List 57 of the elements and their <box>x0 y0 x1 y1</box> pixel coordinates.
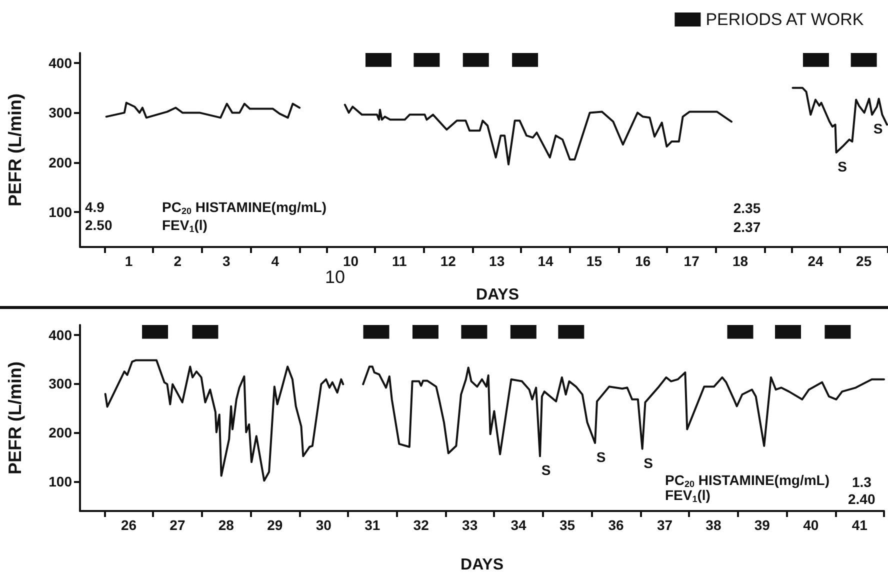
x-tick-label: 15 <box>586 253 602 269</box>
x-tick-label: 34 <box>510 517 527 533</box>
line-series <box>105 102 301 119</box>
x-tick-label: 41 <box>852 517 868 533</box>
x-tick-label: 12 <box>440 253 456 269</box>
annotation: 1.3 <box>852 474 872 490</box>
annotation: 2.35 <box>733 200 761 216</box>
x-tick-label: 11 <box>392 253 408 269</box>
y-tick-label: 100 <box>48 474 72 490</box>
x-tick-label: 17 <box>684 253 700 269</box>
y-tick-label: 400 <box>48 54 72 71</box>
x-tick-label: 30 <box>316 517 332 533</box>
y-tick-label: 300 <box>48 376 72 392</box>
y-tick-label: 400 <box>48 326 72 343</box>
annotation: S <box>644 454 653 471</box>
x-tick-label: 36 <box>608 517 624 533</box>
x-tick-label: 35 <box>559 517 576 533</box>
annotation: 2.50 <box>85 217 112 233</box>
x-tick-label: 1 <box>124 253 133 269</box>
y-axis-title: PEFR (L/min) <box>5 94 25 206</box>
x-tick-label: 10 <box>342 253 359 269</box>
x-tick-label: 39 <box>754 517 770 533</box>
text: 10 <box>324 267 346 287</box>
x-tick-label: 24 <box>808 253 824 269</box>
x-tick-label: 26 <box>120 517 137 533</box>
annotation: S <box>541 462 551 478</box>
x-tick-label: 37 <box>656 517 673 533</box>
x-tick-label: 2 <box>174 253 182 269</box>
annotation: S <box>838 158 847 174</box>
y-tick-label: 200 <box>48 424 72 441</box>
x-tick-label: 3 <box>222 253 230 269</box>
x-tick-label: 13 <box>489 253 505 269</box>
x-tick-label: 29 <box>267 517 283 533</box>
annotation: 2.37 <box>733 219 761 235</box>
x-tick-label: 31 <box>364 517 380 533</box>
annotation: S <box>596 448 606 465</box>
x-axis-title: DAYS <box>476 286 520 304</box>
annotation: 4.9 <box>85 199 105 215</box>
annotation: S <box>873 120 883 137</box>
y-tick-label: 300 <box>48 104 72 121</box>
x-tick-label: 16 <box>635 253 651 269</box>
x-tick-label: 32 <box>413 517 430 533</box>
x-tick-label: 4 <box>271 253 280 269</box>
x-tick-label: 14 <box>538 253 554 269</box>
x-tick-label: 38 <box>706 517 722 533</box>
x-tick-label: 27 <box>170 517 186 533</box>
x-tick-label: 28 <box>218 517 234 533</box>
annotation: 2.40 <box>848 491 876 507</box>
x-axis-title: DAYS <box>460 556 504 574</box>
y-tick-label: 200 <box>48 154 72 170</box>
y-tick-label: 100 <box>48 204 72 220</box>
legend-label: PERIODS AT WORK <box>706 10 864 29</box>
x-tick-label: 18 <box>732 253 748 269</box>
x-tick-label: 40 <box>803 517 819 533</box>
y-axis-title: PEFR (L/min) <box>5 362 25 474</box>
x-tick-label: 33 <box>462 517 478 533</box>
x-tick-label: 25 <box>856 253 872 269</box>
